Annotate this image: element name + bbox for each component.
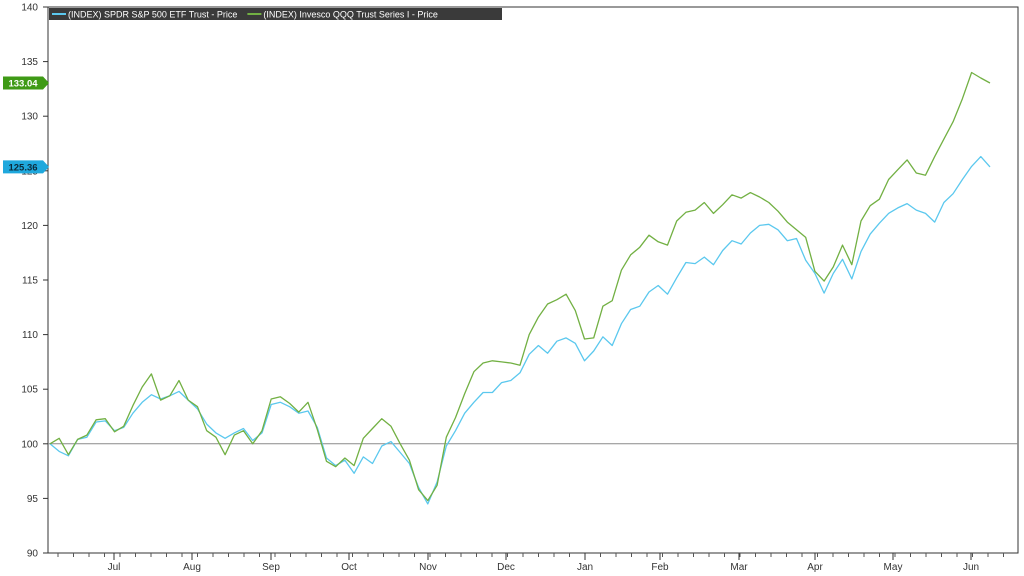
x-tick-label: Aug (183, 562, 201, 573)
plot-area-border (47, 6, 1019, 554)
series-line-2 (49, 71, 991, 502)
chart-frame (47, 6, 1019, 554)
legend-entry-2: (INDEX) Invesco QQQ Trust Series I - Pri… (263, 10, 438, 20)
x-tick-label: May (884, 562, 903, 573)
legend: (INDEX) SPDR S&P 500 ETF Trust - Price (I… (49, 8, 502, 20)
legend-background (49, 8, 502, 20)
last-value-badge-1 (3, 160, 49, 174)
x-tick-label: Jul (108, 562, 121, 573)
x-tick-label: Nov (419, 562, 437, 573)
x-tick-label: Feb (651, 562, 669, 573)
last-value-label-2: 133.04 (8, 79, 38, 90)
y-tick-label: 135 (21, 57, 38, 68)
y-tick-label: 90 (27, 549, 39, 560)
x-tick-label: Jun (963, 562, 979, 573)
y-tick-label: 120 (21, 221, 38, 232)
y-tick-label: 115 (22, 276, 38, 287)
last-value-label-1: 125.36 (8, 162, 37, 173)
last-value-badge-2 (3, 76, 49, 90)
y-tick-label: 140 (21, 3, 38, 14)
x-tick-label: Jan (577, 562, 593, 573)
last-value-badges: 125.36 133.04 (3, 76, 49, 174)
y-tick-label: 105 (21, 385, 38, 396)
x-axis: Jul Aug Sep Oct Nov Dec Jan Feb Mar Apr May Jun (57, 553, 1004, 573)
x-tick-label: Oct (341, 562, 357, 573)
series-layer (49, 71, 991, 505)
x-tick-label: Mar (730, 562, 748, 573)
y-tick-label: 110 (22, 330, 38, 341)
y-tick-label: 130 (21, 112, 38, 123)
y-tick-label: 100 (21, 439, 38, 450)
y-tick-label: 95 (27, 494, 39, 505)
x-tick-label: Apr (807, 562, 823, 573)
series-line-1 (49, 155, 991, 505)
legend-entry-1: (INDEX) SPDR S&P 500 ETF Trust - Price (68, 10, 237, 20)
x-tick-label: Dec (497, 562, 515, 573)
x-tick-label: Sep (262, 562, 280, 573)
